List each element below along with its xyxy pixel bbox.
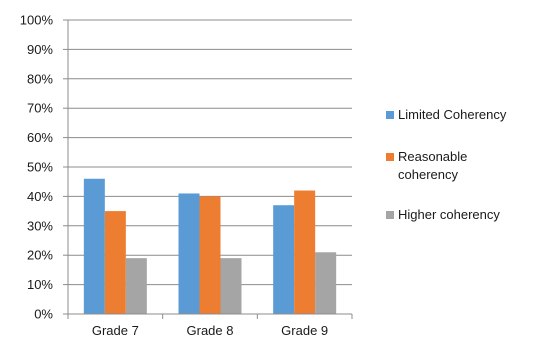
bar <box>220 258 242 314</box>
legend-swatch <box>386 153 394 161</box>
y-tick-label: 60% <box>27 130 53 145</box>
legend: Limited Coherency Reasonable coherency High… <box>386 107 507 222</box>
bar <box>178 193 200 314</box>
y-tick-label: 0% <box>34 307 53 322</box>
legend-label: Higher coherency <box>398 207 500 222</box>
y-tick-label: 10% <box>27 277 53 292</box>
legend-item: Limited Coherency <box>386 107 507 122</box>
bar <box>273 205 295 314</box>
y-tick-label: 80% <box>27 71 53 86</box>
bar <box>83 178 105 314</box>
legend-label: Reasonable coherency <box>398 149 467 182</box>
bar <box>199 196 221 314</box>
x-tick-label: Grade 9 <box>281 323 328 338</box>
y-tick-label: 50% <box>27 160 53 175</box>
legend-label: Limited Coherency <box>398 107 507 122</box>
y-tick-label: 70% <box>27 101 53 116</box>
x-tick-label: Grade 7 <box>92 323 139 338</box>
y-tick-label: 100% <box>20 13 54 28</box>
x-tick-label: Grade 8 <box>187 323 234 338</box>
y-tick-label: 30% <box>27 218 53 233</box>
bars <box>83 178 337 314</box>
y-tick-label: 90% <box>27 42 53 57</box>
axes <box>67 20 352 315</box>
bar <box>104 211 126 314</box>
y-tick-label: 20% <box>27 248 53 263</box>
legend-swatch <box>386 211 394 219</box>
legend-item: Higher coherency <box>386 207 500 222</box>
y-tick-label: 40% <box>27 189 53 204</box>
y-tick-labels: 0% 10% 20% 30% 40% 50% 60% 70% 80% 90% 100% <box>20 13 54 322</box>
legend-swatch <box>386 111 394 119</box>
bar <box>125 258 147 314</box>
bar <box>315 252 337 314</box>
bar <box>294 190 316 314</box>
x-tick-labels: Grade 7 Grade 8 Grade 9 <box>67 314 353 338</box>
legend-item: Reasonable coherency <box>386 149 467 182</box>
